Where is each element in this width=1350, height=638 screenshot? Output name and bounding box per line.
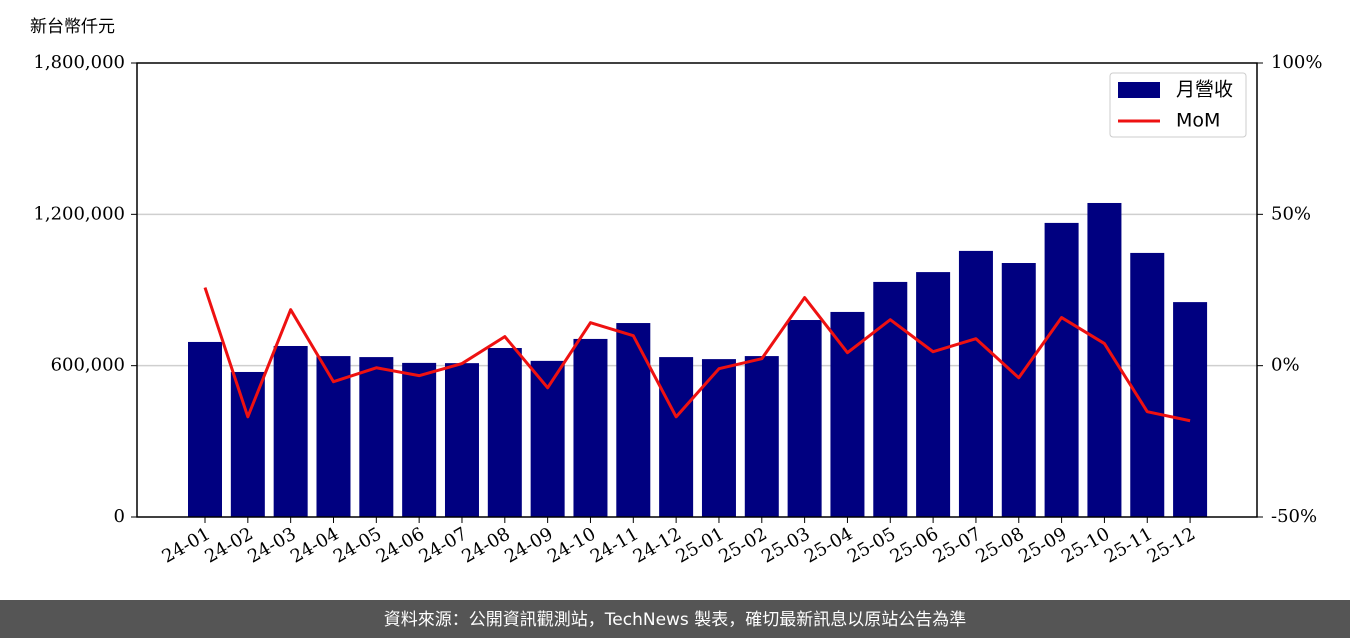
y-axis-label: 新台幣仟元	[30, 17, 115, 37]
legend-label: MoM	[1176, 110, 1220, 132]
y2-tick-label: 0%	[1271, 355, 1300, 376]
x-tick-label: 24-12	[630, 523, 685, 567]
line	[203, 287, 1191, 423]
x-tick-label: 25-02	[715, 523, 770, 567]
bar	[616, 323, 651, 517]
bar	[744, 356, 779, 517]
bar	[787, 320, 822, 517]
x-tick-label: 24-07	[416, 523, 471, 567]
x-tick-label: 24-04	[287, 523, 342, 567]
bar	[273, 345, 308, 517]
footer: 資料來源：公開資訊觀測站，TechNews 製表，確切最新訊息以原站公告為準	[384, 610, 966, 630]
x-tick-label: 25-06	[887, 523, 942, 567]
bar	[530, 360, 565, 517]
y-tick-label: 600,000	[51, 355, 125, 376]
bar	[188, 341, 222, 517]
bar	[359, 357, 394, 517]
x-tick-label: 24-11	[587, 523, 642, 567]
x-tick-label: 24-05	[330, 523, 385, 567]
bar	[230, 371, 265, 517]
bar	[402, 362, 437, 517]
x-tick-label: 25-07	[930, 523, 985, 567]
bar	[487, 348, 522, 517]
x-tick-label: 25-12	[1144, 523, 1199, 567]
x-tick-label: 24-06	[373, 523, 428, 567]
x-tick-label: 24-01	[159, 523, 214, 567]
x-tick-label: 25-01	[673, 523, 728, 567]
bar	[830, 311, 865, 517]
bar	[444, 363, 479, 517]
bar	[701, 359, 736, 517]
x-tick-label: 24-08	[458, 523, 513, 567]
legend-label: 月營收	[1176, 79, 1233, 101]
x-tick-label: 25-03	[758, 523, 813, 567]
y2-tick-label: 50%	[1271, 203, 1311, 224]
y2-tick-label: 100%	[1271, 52, 1322, 73]
x-tick-label: 25-09	[1015, 523, 1070, 567]
bar	[1044, 222, 1079, 518]
x-tick-label: 25-05	[844, 523, 899, 567]
plot-frame	[136, 62, 1258, 518]
x-tick-label: 24-10	[544, 523, 599, 567]
x-tick-label: 25-10	[1058, 523, 1113, 567]
bar	[659, 357, 694, 517]
x-tick-label: 24-09	[501, 523, 556, 567]
x-tick-label: 24-02	[201, 523, 256, 567]
footer-bar	[0, 600, 1350, 638]
bar	[873, 281, 908, 517]
y-tick-label: 0	[114, 506, 125, 527]
y-tick-label: 1,200,000	[33, 203, 125, 224]
legend-swatch	[1118, 82, 1160, 98]
y-tick-label: 1,800,000	[33, 52, 125, 73]
bar	[1130, 252, 1165, 517]
bar	[1001, 263, 1036, 517]
y2-tick-label: -50%	[1271, 506, 1317, 527]
x-tick-label: 25-08	[972, 523, 1027, 567]
bar	[573, 338, 608, 517]
bar	[916, 272, 951, 517]
bar	[1173, 302, 1208, 517]
x-tick-label: 24-03	[244, 523, 299, 567]
bar	[958, 250, 993, 517]
x-tick-label: 25-11	[1101, 523, 1156, 567]
x-tick-label: 25-04	[801, 523, 856, 567]
